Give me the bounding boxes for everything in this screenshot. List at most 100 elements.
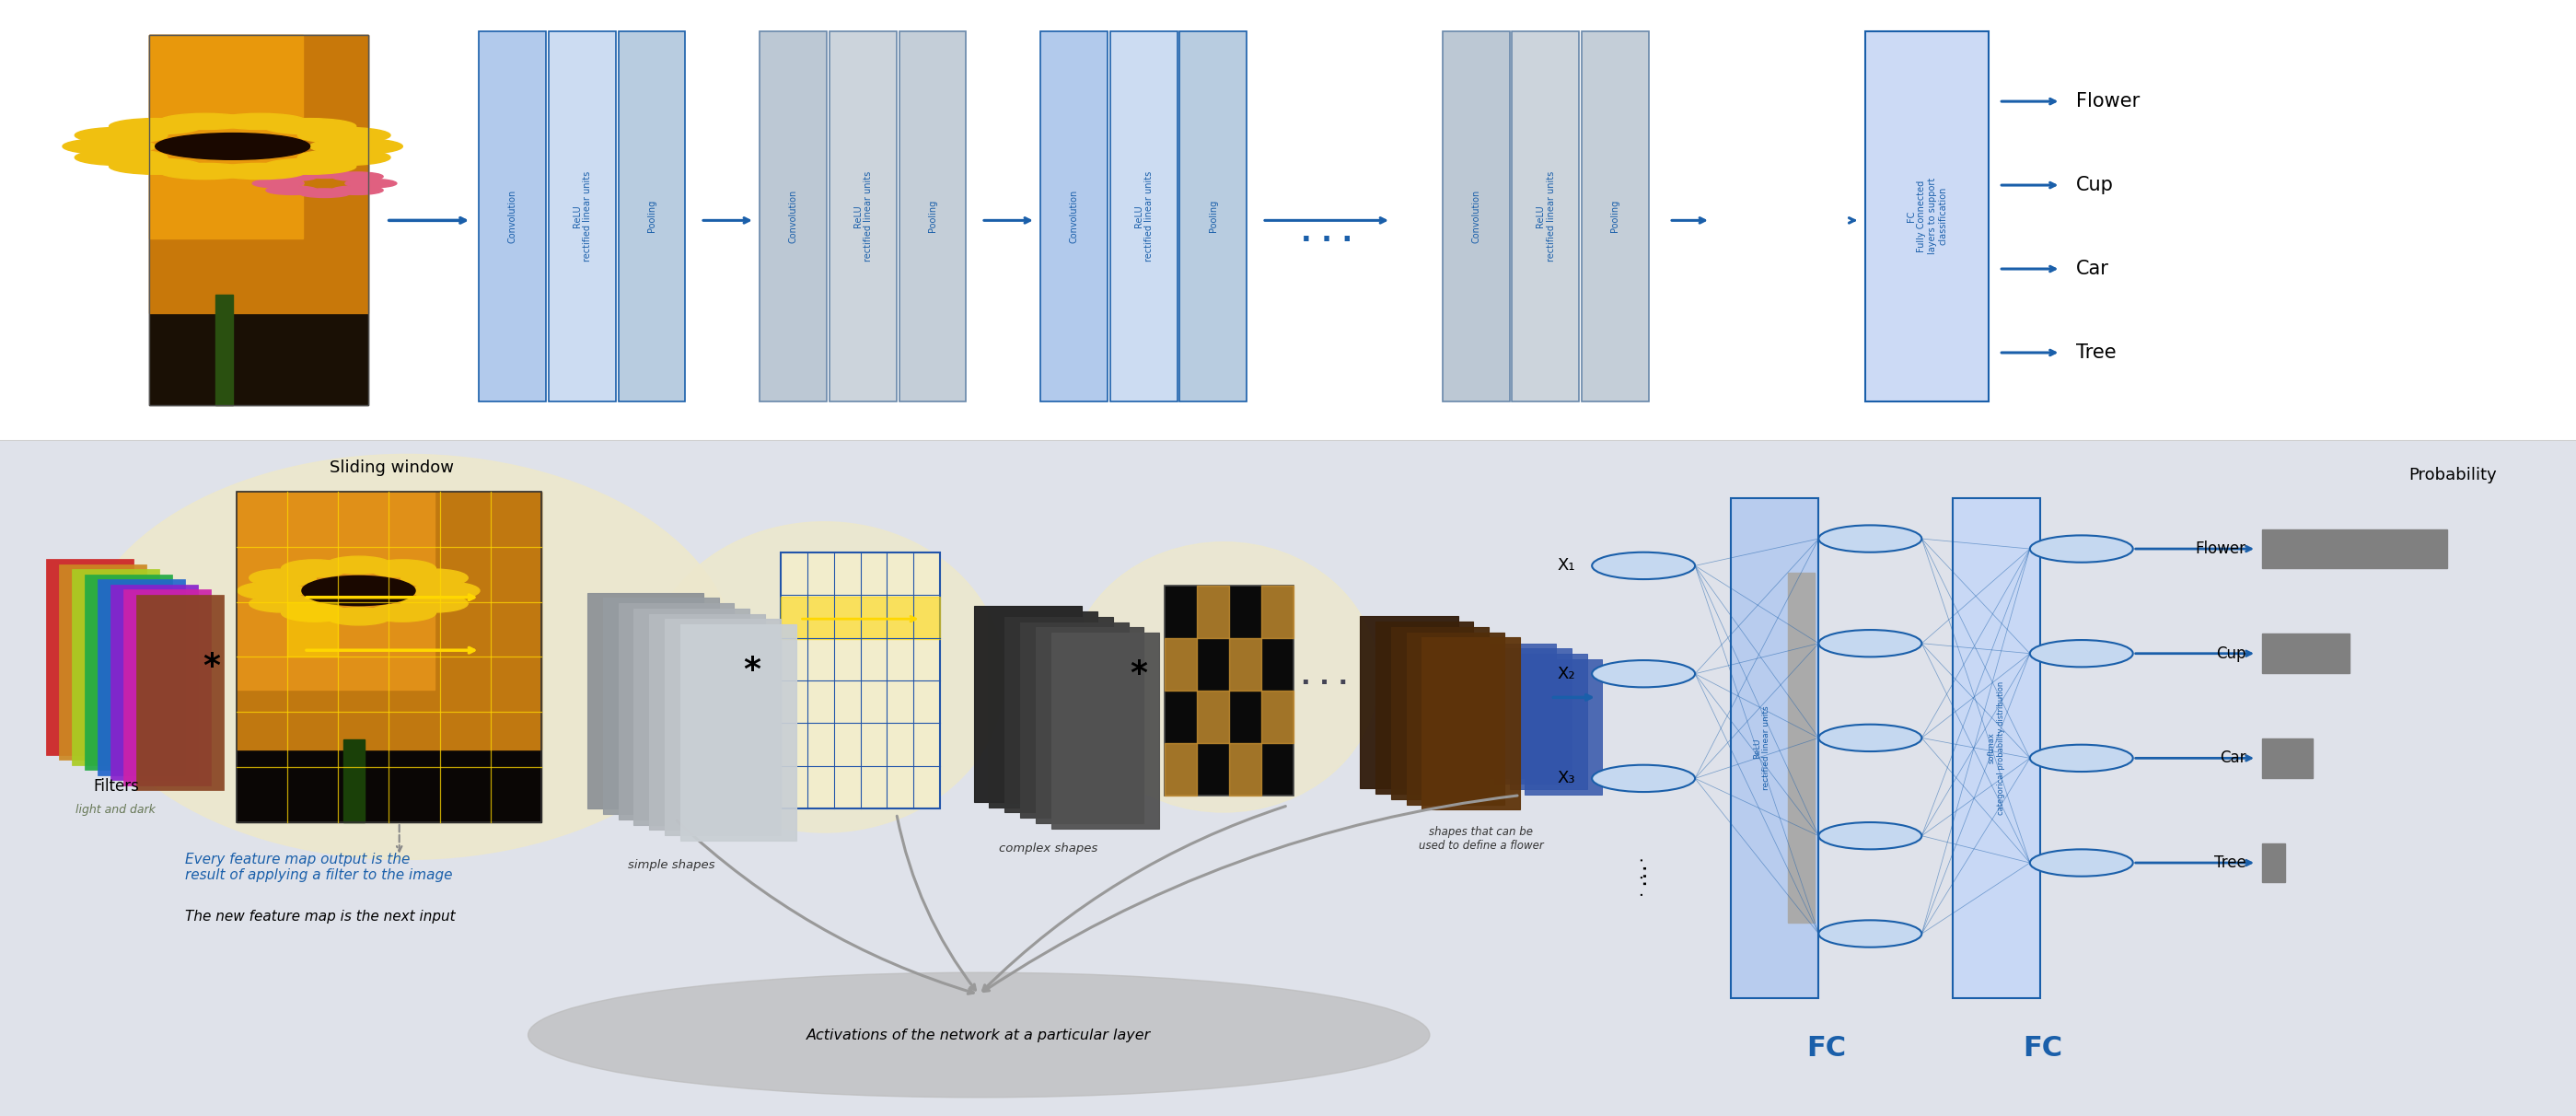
Ellipse shape [644, 522, 1005, 833]
Circle shape [325, 556, 392, 574]
Circle shape [1819, 822, 1922, 849]
Bar [149, 36, 368, 405]
Circle shape [299, 150, 392, 165]
Circle shape [108, 118, 201, 134]
Text: Pooling: Pooling [647, 200, 657, 232]
FancyBboxPatch shape [1865, 31, 1989, 401]
Text: Car: Car [2221, 750, 2246, 767]
Text: Pooling: Pooling [1208, 200, 1218, 232]
Text: shapes that can be
used to define a flower: shapes that can be used to define a flow… [1419, 826, 1543, 852]
Text: Flower: Flower [2076, 93, 2141, 110]
Circle shape [1819, 526, 1922, 552]
Text: *: * [744, 655, 760, 686]
Bar [1494, 648, 1571, 783]
Circle shape [332, 186, 384, 194]
Bar [137, 595, 224, 790]
Circle shape [160, 163, 252, 180]
Circle shape [108, 158, 201, 174]
Text: *: * [1131, 658, 1146, 690]
Text: ·  ·  ·: · · · [1636, 856, 1651, 896]
Circle shape [281, 604, 348, 622]
FancyBboxPatch shape [1953, 498, 2040, 998]
Bar [1360, 616, 1458, 789]
Bar [649, 614, 765, 830]
FancyBboxPatch shape [829, 31, 896, 401]
Circle shape [368, 604, 435, 622]
Bar [1262, 586, 1293, 638]
Circle shape [2030, 744, 2133, 771]
FancyBboxPatch shape [549, 31, 616, 401]
Circle shape [1819, 921, 1922, 947]
Text: . . .: . . . [1301, 220, 1352, 247]
Bar [2262, 739, 2313, 778]
Text: FC: FC [2022, 1036, 2063, 1061]
Text: Sliding window: Sliding window [330, 460, 453, 477]
Circle shape [2030, 639, 2133, 667]
Text: . . .: . . . [1301, 664, 1347, 690]
Bar [98, 579, 185, 775]
Bar [237, 491, 541, 822]
Circle shape [368, 560, 435, 577]
FancyBboxPatch shape [1443, 31, 1510, 401]
Text: FC: FC [1806, 1036, 1847, 1061]
FancyBboxPatch shape [899, 31, 966, 401]
Bar [237, 491, 435, 690]
Bar [2262, 844, 2285, 883]
Circle shape [309, 138, 402, 154]
Bar [2262, 529, 2447, 568]
Circle shape [325, 607, 392, 625]
FancyBboxPatch shape [1041, 31, 1108, 401]
Bar [111, 585, 198, 780]
Bar [149, 36, 368, 312]
Bar [149, 36, 304, 239]
Circle shape [250, 595, 317, 613]
Text: Cup: Cup [2215, 645, 2246, 662]
Text: Tree: Tree [2215, 855, 2246, 872]
Circle shape [402, 569, 469, 587]
Circle shape [75, 127, 167, 143]
Bar [85, 574, 173, 770]
Bar [1406, 632, 1504, 805]
Text: Flower: Flower [2195, 540, 2246, 557]
Bar [343, 740, 366, 822]
Ellipse shape [528, 972, 1430, 1097]
Text: complex shapes: complex shapes [999, 843, 1097, 855]
Circle shape [252, 179, 304, 187]
FancyBboxPatch shape [1164, 586, 1293, 796]
Circle shape [214, 114, 307, 129]
Text: Filters: Filters [93, 779, 139, 795]
Bar [680, 624, 796, 840]
Circle shape [299, 127, 392, 143]
Circle shape [265, 172, 317, 181]
FancyBboxPatch shape [1582, 31, 1649, 401]
Circle shape [299, 189, 350, 198]
FancyBboxPatch shape [1180, 31, 1247, 401]
Bar [1229, 743, 1262, 796]
Text: Convolution: Convolution [1069, 190, 1079, 243]
Bar [216, 295, 232, 405]
FancyBboxPatch shape [781, 552, 940, 809]
Circle shape [160, 114, 252, 129]
Circle shape [345, 179, 397, 187]
Circle shape [2030, 849, 2133, 876]
Ellipse shape [77, 454, 737, 859]
Text: X₁: X₁ [1556, 557, 1577, 574]
Bar [1479, 643, 1556, 779]
Bar [603, 598, 719, 814]
FancyBboxPatch shape [1512, 31, 1579, 401]
Ellipse shape [1069, 542, 1378, 812]
Text: Pooling: Pooling [1610, 200, 1620, 232]
Bar [1422, 637, 1520, 809]
Bar [1229, 638, 1262, 691]
Bar [1525, 660, 1602, 795]
Circle shape [62, 138, 155, 154]
Text: ReLU
rectified linear units: ReLU rectified linear units [572, 171, 592, 261]
Bar [1164, 638, 1198, 691]
Bar [1510, 654, 1587, 789]
Bar [1376, 622, 1473, 793]
Text: Pooling: Pooling [927, 200, 938, 232]
Circle shape [412, 581, 479, 599]
Bar [1391, 627, 1489, 799]
Circle shape [299, 170, 350, 179]
Bar [1164, 743, 1198, 796]
